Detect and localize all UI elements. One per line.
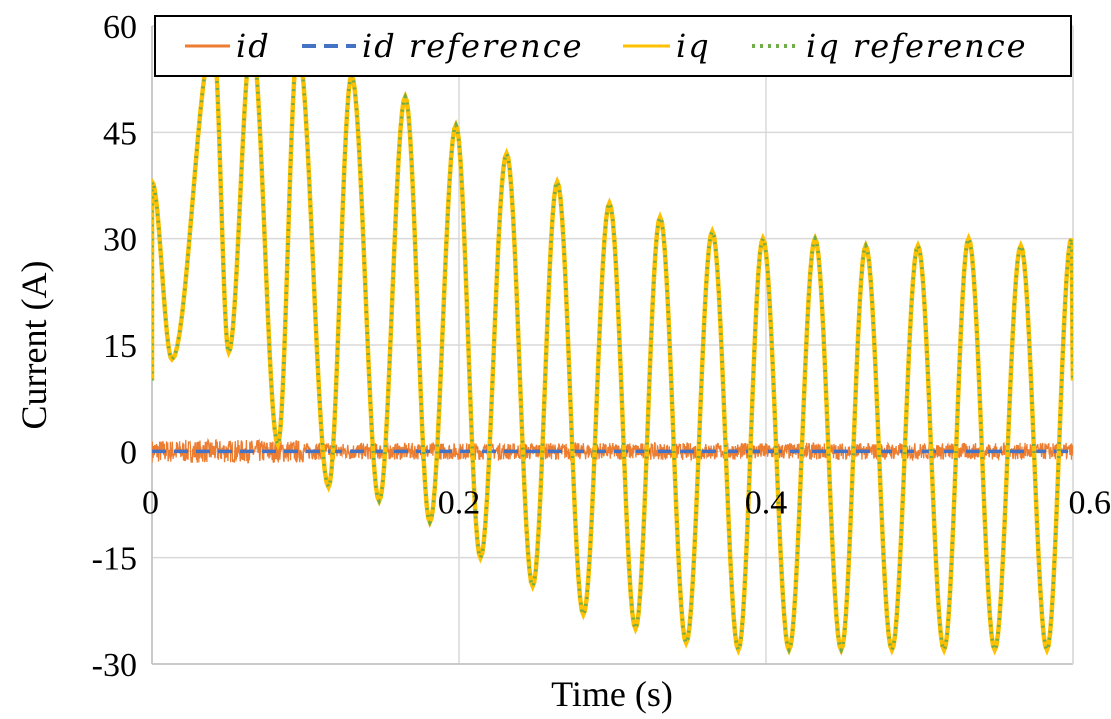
y-tick-label: 60 [103,9,137,46]
y-tick-label: 45 [103,115,137,152]
y-tick-label: -30 [92,647,137,684]
legend-label-iq: iq [676,27,711,65]
series-iq-reference-line [152,35,1073,655]
x-tick-label: 0.4 [745,484,788,521]
y-tick-label: 15 [103,328,137,365]
legend-label-id: id [236,27,271,65]
y-tick-label: 0 [120,434,137,471]
legend: id id reference iq iq reference [154,15,1072,77]
x-axis-title: Time (s) [551,674,673,714]
x-tick-label: 0 [142,484,159,521]
legend-label-iq-reference: iq reference [806,27,1028,65]
legend-label-id-reference: id reference [362,27,584,65]
series-layer [152,34,1073,656]
x-tick-label: 0.2 [438,484,481,521]
y-tick-label: 30 [103,222,137,259]
y-axis-title: Current (A) [14,261,54,430]
y-tick-label: -15 [92,541,137,578]
series-id-line [152,437,1073,464]
x-tick-label: 0.6 [1069,484,1111,521]
